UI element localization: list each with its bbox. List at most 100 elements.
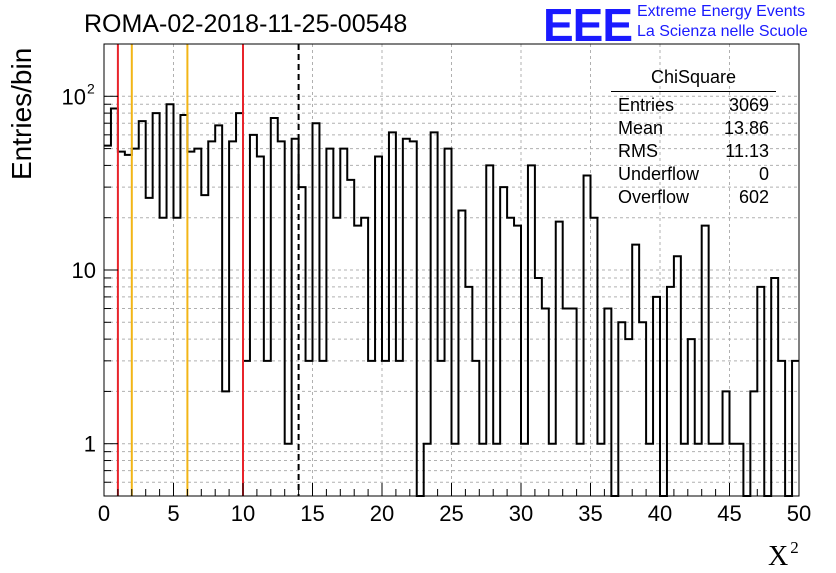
x-tick-label: 30 [509, 501, 533, 526]
histogram-bin [229, 141, 236, 496]
histogram-bin [285, 444, 292, 496]
histogram-bin [709, 444, 716, 496]
histogram-bin [695, 444, 702, 496]
histogram-bin [591, 218, 598, 496]
histogram-bin [723, 391, 730, 496]
histogram-bin [278, 141, 285, 496]
y-tick-label: 1 [84, 432, 96, 457]
histogram-bin [702, 226, 709, 496]
histogram-bin [271, 118, 278, 496]
histogram-bin [333, 218, 340, 496]
stats-row-underflow: Underflow 0 [611, 163, 776, 186]
x-tick-label: 40 [648, 501, 672, 526]
histogram-bin [340, 149, 347, 496]
stats-row-mean: Mean 13.86 [611, 117, 776, 140]
histogram-bin [167, 104, 174, 496]
histogram-bin [507, 218, 514, 496]
histogram-bin [521, 444, 528, 496]
histogram-bin [584, 175, 591, 496]
histogram-bin [389, 132, 396, 496]
histogram-bin [299, 187, 306, 496]
histogram-bin [236, 113, 243, 496]
histogram-bin [716, 444, 723, 496]
histogram-outline [104, 103, 799, 497]
stats-label: Mean [618, 118, 664, 138]
histogram-bin [208, 141, 215, 496]
histogram-bin [556, 222, 563, 496]
histogram-bin [347, 180, 354, 496]
histogram-bin [646, 444, 653, 496]
histogram-bin [514, 226, 521, 496]
histogram-bin [479, 444, 486, 496]
histogram-bin [542, 309, 549, 496]
histogram-bin [452, 444, 459, 496]
stats-row-rms: RMS 11.13 [611, 140, 776, 163]
x-axis-title-base: X [768, 541, 789, 572]
stats-row-entries: Entries 3069 [611, 94, 776, 117]
eee-logo: EEE [543, 0, 633, 51]
y-tick-label: 10 [72, 258, 96, 283]
x-tick-label: 0 [98, 501, 110, 526]
run-title: ROMA-02-2018-11-25-00548 [84, 10, 408, 38]
histogram-bin [535, 278, 542, 496]
stats-title: ChiSquare [611, 67, 776, 92]
histogram-bin [632, 245, 639, 496]
histogram-bin [667, 287, 674, 496]
histogram-bin [486, 165, 493, 496]
histogram-bin [625, 339, 632, 496]
stats-value: 602 [738, 187, 769, 207]
histogram-bin [160, 218, 167, 496]
stats-value: 0 [758, 164, 769, 184]
x-tick-label: 35 [578, 501, 602, 526]
histogram-bin [250, 135, 257, 496]
histogram-bin [396, 361, 403, 496]
histogram-layer [104, 103, 799, 497]
histogram-bin [458, 211, 465, 496]
histogram-bin [778, 361, 785, 496]
histogram-bin [153, 113, 160, 496]
histogram-bin [750, 391, 757, 496]
x-tick-label: 50 [787, 501, 811, 526]
histogram-bin [375, 157, 382, 496]
y-tick-label-exponent: 2 [87, 80, 95, 96]
histogram-bin [674, 256, 681, 496]
histogram-bin [326, 149, 333, 496]
histogram-bin [528, 165, 535, 496]
histogram-bin [313, 123, 320, 496]
histogram-bin [292, 139, 299, 496]
logo-caption-line2: La Scienza nelle Scuole [637, 23, 808, 40]
stats-value: 13.86 [723, 118, 769, 138]
histogram-bin [243, 361, 250, 496]
histogram-bin [493, 444, 500, 496]
histogram-bin [438, 361, 445, 496]
histogram-bin [577, 444, 584, 496]
histogram-bin [639, 322, 646, 496]
histogram-bin [597, 444, 604, 496]
histogram-bin [215, 125, 222, 496]
histogram-bin [465, 287, 472, 496]
stats-value: 11.13 [725, 141, 769, 161]
stats-value: 3069 [728, 95, 769, 115]
histogram-bin [653, 297, 660, 496]
grid-lines [104, 43, 799, 497]
histogram-bin [604, 309, 611, 496]
histogram-bin [445, 149, 452, 496]
histogram-bin [563, 309, 570, 496]
stats-label: Overflow [618, 187, 690, 207]
histogram-bin [382, 361, 389, 496]
histogram-bin [410, 141, 417, 496]
histogram-bin [222, 391, 229, 496]
histogram-bin [618, 322, 625, 496]
stats-box: ChiSquare Entries 3069 Mean 13.86 RMS 11.13… [611, 67, 776, 209]
histogram-bin [549, 444, 556, 496]
histogram-bin [736, 444, 743, 496]
histogram-bin [757, 287, 764, 496]
histogram-bin [500, 187, 507, 496]
histogram-bin [139, 121, 146, 496]
histogram-bin [201, 195, 208, 496]
histogram-bin [681, 444, 688, 496]
stats-label: RMS [618, 141, 658, 161]
x-tick-label: 45 [717, 501, 741, 526]
histogram-bin [368, 361, 375, 496]
